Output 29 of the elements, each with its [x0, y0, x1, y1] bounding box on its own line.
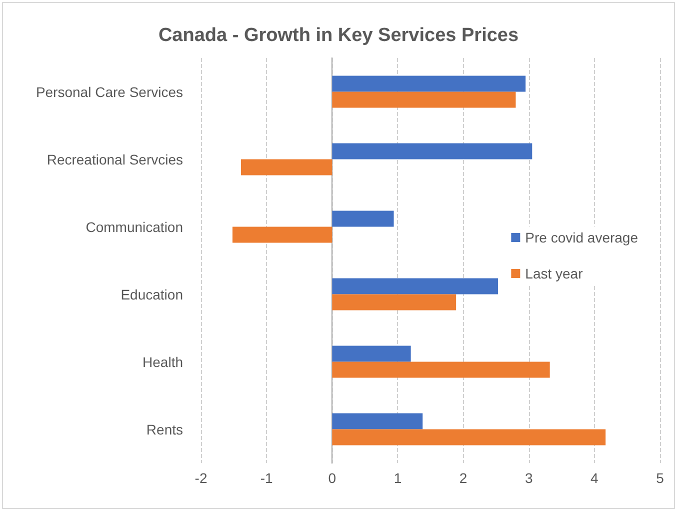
bar [332, 294, 456, 310]
y-tick-label: Communication [86, 218, 183, 235]
y-tick-label: Education [120, 286, 183, 302]
bar [332, 143, 532, 160]
x-tick-label: 3 [524, 470, 533, 486]
bar [332, 278, 498, 294]
bar [241, 159, 332, 176]
x-tick-label: 4 [590, 470, 599, 486]
legend-label: Pre covid average [525, 230, 638, 246]
bar [332, 210, 394, 227]
x-tick-label: 0 [328, 470, 336, 486]
bar [332, 429, 606, 446]
chart-title: Canada - Growth in Key Services Prices [158, 25, 519, 46]
x-tick-label: 5 [656, 470, 664, 486]
y-tick-label: Health [142, 354, 183, 370]
x-tick-label: -1 [260, 470, 274, 486]
y-tick-label: Recreational Servcies [46, 151, 183, 168]
bar [332, 346, 411, 362]
y-tick-label: Personal Care Services [36, 84, 183, 100]
bar [332, 76, 526, 92]
x-tick-label: 1 [394, 470, 402, 486]
legend-label: Last year [525, 266, 584, 282]
x-tick-label: 2 [459, 470, 468, 486]
bar [332, 92, 516, 108]
y-tick-label: Rents [146, 421, 183, 438]
bar [332, 413, 423, 430]
bar [332, 362, 550, 378]
x-tick-label: -2 [194, 470, 208, 486]
bar [232, 226, 332, 243]
